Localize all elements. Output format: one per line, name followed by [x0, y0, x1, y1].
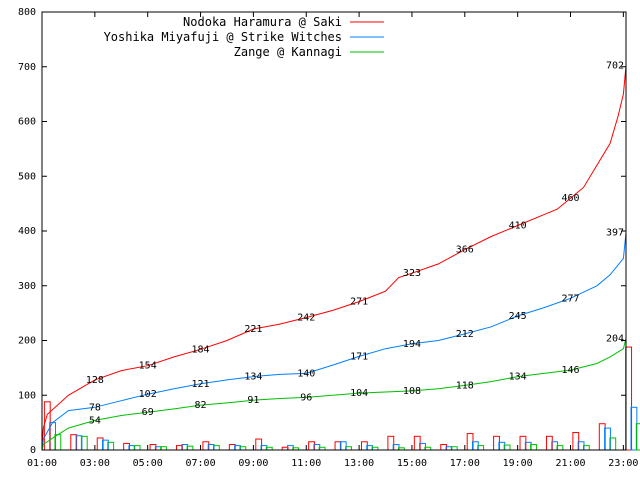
data-label: 212: [456, 329, 474, 340]
data-label: 104: [350, 388, 368, 399]
data-label: 221: [244, 324, 262, 335]
x-tick-label: 21:00: [555, 458, 585, 469]
legend-label: Nodoka Haramura @ Saki: [183, 15, 342, 29]
x-tick-label: 23:00: [608, 458, 638, 469]
data-label: 242: [297, 313, 315, 324]
data-label: 366: [456, 245, 474, 256]
legend-label: Zange @ Kannagi: [234, 45, 342, 59]
x-tick-label: 19:00: [503, 458, 533, 469]
x-tick-label: 09:00: [238, 458, 268, 469]
data-label: 397: [606, 228, 624, 239]
y-tick-label: 300: [18, 281, 36, 292]
data-label: 134: [509, 372, 527, 383]
data-label: 146: [561, 365, 579, 376]
y-tick-label: 100: [18, 390, 36, 401]
hourly-bar: [635, 423, 640, 451]
data-label: 102: [139, 389, 157, 400]
y-tick-label: 0: [30, 445, 36, 456]
data-label: 82: [195, 400, 207, 411]
x-tick-label: 11:00: [291, 458, 321, 469]
x-tick-label: 07:00: [185, 458, 215, 469]
data-label: 154: [139, 361, 157, 372]
data-label: 118: [456, 380, 474, 391]
axes: 0 100 200 300 400 500 600 700 800 01:00 03:00 05:00…: [18, 7, 638, 469]
x-tick-label: 01:00: [27, 458, 57, 469]
series-line: [41, 338, 627, 451]
data-label: 204: [606, 333, 624, 344]
data-label: 91: [247, 395, 259, 406]
data-label: 271: [350, 297, 368, 308]
hourly-bar: [630, 406, 638, 451]
data-label: 277: [561, 293, 579, 304]
data-label: 69: [142, 407, 154, 418]
data-label: 184: [192, 344, 210, 355]
x-tick-label: 03:00: [80, 458, 110, 469]
y-tick-label: 200: [18, 336, 36, 347]
data-label: 108: [403, 386, 421, 397]
series-line: [41, 65, 627, 451]
data-label: 140: [297, 368, 315, 379]
legend-label: Yoshika Miyafuji @ Strike Witches: [104, 30, 342, 44]
x-tick-label: 05:00: [133, 458, 163, 469]
plot-frame: [41, 11, 627, 451]
data-label: 78: [89, 402, 101, 413]
data-label: 410: [509, 221, 527, 232]
data-label: 460: [561, 193, 579, 204]
y-tick-label: 400: [18, 226, 36, 237]
data-label: 121: [192, 379, 210, 390]
data-label: 54: [89, 415, 101, 426]
series-lines: [41, 65, 627, 451]
data-label: 128: [86, 375, 104, 386]
data-label: 134: [244, 372, 262, 383]
x-tick-label: 13:00: [344, 458, 374, 469]
x-tick-label: 15:00: [397, 458, 427, 469]
series-line: [41, 232, 627, 451]
y-tick-label: 500: [18, 171, 36, 182]
data-label: 194: [403, 339, 421, 350]
y-tick-label: 700: [18, 62, 36, 73]
y-tick-label: 600: [18, 117, 36, 128]
data-label: 245: [509, 311, 527, 322]
data-label: 323: [403, 268, 421, 279]
data-label: 96: [300, 392, 312, 403]
data-label: 702: [606, 61, 624, 72]
data-label: 171: [350, 351, 368, 362]
value-labels: 128 154 184 221 242 271 323 366 410 460 702 78 102 12…: [86, 61, 624, 427]
x-tick-label: 17:00: [450, 458, 480, 469]
hourly-bars: [43, 346, 640, 451]
y-tick-label: 800: [18, 7, 36, 18]
